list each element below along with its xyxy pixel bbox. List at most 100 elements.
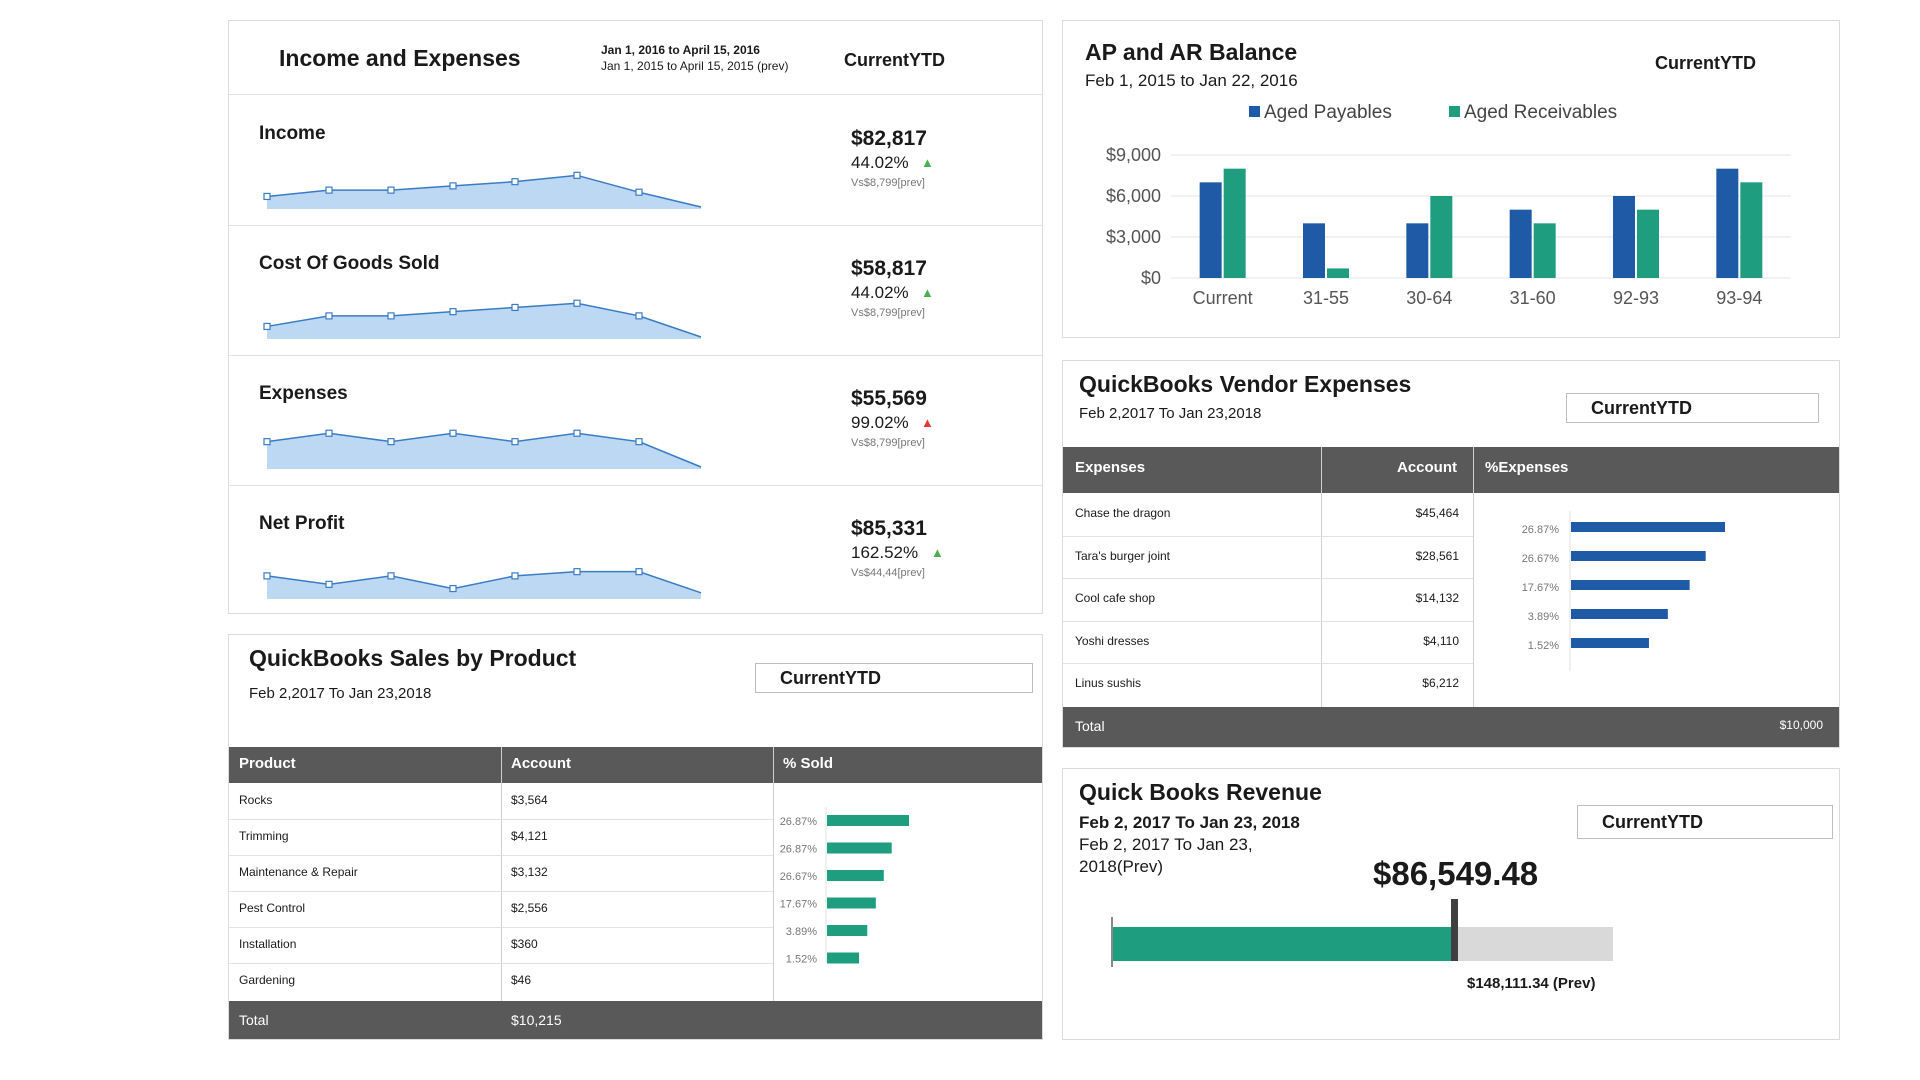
sales-total-value: $10,215 bbox=[511, 1012, 562, 1028]
legend-swatch bbox=[1449, 106, 1460, 117]
sparkline-point bbox=[635, 568, 643, 576]
sales-row-account: $360 bbox=[511, 937, 538, 951]
sparkline-point bbox=[511, 438, 519, 446]
ap-ar-panel: AP and AR Balance Feb 1, 2015 to Jan 22,… bbox=[1062, 20, 1840, 338]
bar-payables bbox=[1716, 168, 1739, 278]
sales-bar-label: 3.89% bbox=[786, 926, 817, 938]
metric-label: Net Profit bbox=[259, 513, 345, 534]
metric-vs-prev: Vs$44,44[prev] bbox=[851, 567, 925, 579]
date-range-current: Jan 1, 2016 to April 15, 2016 bbox=[601, 43, 760, 57]
metric-percent: 162.52% bbox=[851, 543, 919, 562]
income-expenses-title: Income and Expenses bbox=[279, 45, 521, 71]
sparkline-point bbox=[263, 438, 271, 446]
metric-vs-prev: Vs$8,799[prev] bbox=[851, 307, 925, 319]
sales-subtitle: Feb 2,2017 To Jan 23,2018 bbox=[249, 685, 432, 702]
metric-label: Income bbox=[259, 123, 326, 144]
x-tick-label: Current bbox=[1193, 288, 1253, 308]
sales-title: QuickBooks Sales by Product bbox=[249, 645, 577, 671]
trend-up-icon: ▲ bbox=[921, 155, 934, 170]
y-tick-label: $3,000 bbox=[1106, 227, 1161, 247]
metric-value: $58,817 bbox=[851, 257, 927, 280]
sales-row-account: $3,564 bbox=[511, 793, 548, 807]
sales-bar bbox=[827, 952, 860, 964]
vendor-period-dropdown[interactable]: CurrentYTD bbox=[1566, 393, 1819, 423]
sparkline-point bbox=[263, 192, 271, 201]
sparkline-point bbox=[325, 186, 333, 194]
sales-bar-label: 26.87% bbox=[780, 844, 818, 856]
sparkline-point bbox=[387, 572, 395, 580]
y-tick-label: $0 bbox=[1141, 268, 1161, 288]
sales-row-account: $2,556 bbox=[511, 901, 548, 915]
sparkline-point bbox=[387, 312, 395, 320]
bar-receivables bbox=[1740, 182, 1763, 278]
sparkline-point bbox=[449, 308, 457, 316]
metric-sparkline bbox=[263, 299, 702, 339]
metric-percent: 44.02% bbox=[851, 153, 909, 172]
legend-swatch bbox=[1249, 106, 1260, 117]
date-range-prev: Jan 1, 2015 to April 15, 2015 (prev) bbox=[601, 59, 789, 73]
ap-ar-period[interactable]: CurrentYTD bbox=[1655, 53, 1757, 73]
sales-row-account: $4,121 bbox=[511, 829, 548, 843]
vendor-total-value: $10,000 bbox=[1779, 718, 1823, 732]
sparkline-point bbox=[325, 429, 333, 437]
sales-row-product: Gardening bbox=[239, 973, 296, 987]
row-divider bbox=[229, 891, 773, 892]
sparkline-point bbox=[635, 312, 643, 320]
sparkline-line bbox=[266, 302, 702, 338]
revenue-title: Quick Books Revenue bbox=[1079, 779, 1322, 805]
vendor-row-name: Yoshi dresses bbox=[1075, 633, 1150, 648]
sales-by-product-panel: QuickBooks Sales by Product Feb 2,2017 T… bbox=[228, 634, 1043, 1040]
divider bbox=[229, 94, 1042, 95]
sparkline-point bbox=[449, 584, 457, 593]
revenue-period-label: CurrentYTD bbox=[1602, 811, 1704, 832]
row-divider bbox=[229, 963, 773, 964]
bar-payables bbox=[1613, 196, 1635, 278]
sales-header-product: Product bbox=[239, 755, 296, 772]
vendor-bar bbox=[1571, 580, 1690, 590]
period-label[interactable]: CurrentYTD bbox=[844, 50, 946, 70]
vendor-col-divider bbox=[1473, 447, 1474, 747]
sparkline-point bbox=[263, 572, 271, 580]
sales-row-product: Pest Control bbox=[239, 901, 306, 915]
sales-row-product: Maintenance & Repair bbox=[239, 865, 358, 879]
metric-value: $82,817 bbox=[851, 127, 927, 150]
revenue-panel: Quick Books Revenue Feb 2, 2017 To Jan 2… bbox=[1062, 768, 1840, 1040]
vendor-header-percent: %Expenses bbox=[1485, 459, 1569, 476]
sparkline-area bbox=[267, 303, 701, 339]
sparkline-point bbox=[573, 171, 581, 179]
sparkline-point bbox=[263, 322, 271, 331]
vendor-bar-label: 26.67% bbox=[1522, 553, 1560, 565]
sparkline-area bbox=[267, 175, 701, 209]
bar-receivables bbox=[1327, 268, 1349, 278]
metric-label: Expenses bbox=[259, 383, 348, 404]
vendor-period-label: CurrentYTD bbox=[1591, 397, 1693, 418]
sparkline-point bbox=[387, 438, 395, 446]
vendor-subtitle: Feb 2,2017 To Jan 23,2018 bbox=[1079, 405, 1262, 422]
sales-row-product: Trimming bbox=[239, 829, 289, 843]
revenue-date-prev-line2: 2018(Prev) bbox=[1079, 857, 1164, 876]
revenue-prev-label: $148,111.34 (Prev) bbox=[1467, 975, 1596, 992]
vendor-row-account: $6,212 bbox=[1422, 676, 1459, 690]
divider bbox=[229, 485, 1042, 486]
bar-payables bbox=[1509, 209, 1532, 278]
row-divider bbox=[1063, 578, 1473, 579]
sales-table-total: Total $10,215 bbox=[229, 1001, 1042, 1039]
divider bbox=[229, 355, 1042, 356]
sales-period-dropdown[interactable]: CurrentYTD bbox=[755, 663, 1033, 693]
vendor-row-name: Chase the dragon bbox=[1075, 506, 1171, 520]
metric-sparkline bbox=[263, 568, 702, 599]
sales-header-account: Account bbox=[511, 755, 571, 772]
sales-bar-label: 17.67% bbox=[780, 899, 818, 911]
sales-bar-label: 26.67% bbox=[780, 871, 818, 883]
x-tick-label: 31-60 bbox=[1510, 288, 1556, 308]
bar-receivables bbox=[1430, 196, 1453, 278]
y-tick-label: $6,000 bbox=[1106, 186, 1161, 206]
sales-table-header: Product Account % Sold bbox=[229, 747, 1042, 783]
vendor-col-divider bbox=[1321, 447, 1322, 747]
metric-label: Cost Of Goods Sold bbox=[259, 253, 440, 274]
row-divider bbox=[1063, 663, 1473, 664]
bar-payables bbox=[1303, 223, 1325, 278]
sparkline-point bbox=[325, 312, 333, 320]
sparkline-point bbox=[511, 303, 519, 312]
revenue-period-dropdown[interactable]: CurrentYTD bbox=[1577, 805, 1833, 839]
